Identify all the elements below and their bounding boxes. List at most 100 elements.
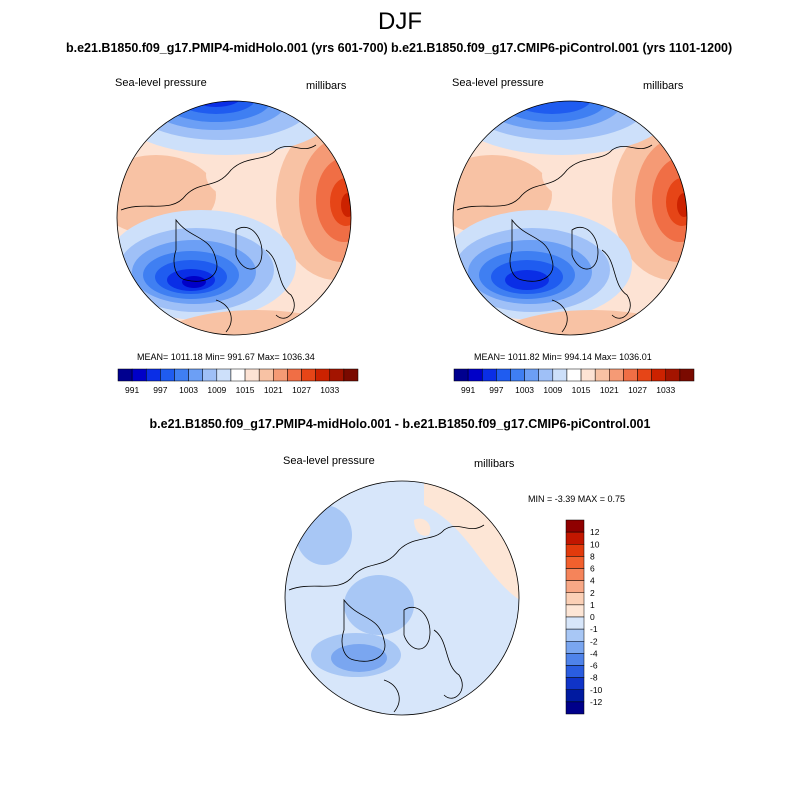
left-colorbar-box — [202, 368, 218, 382]
diff-colorbar-label: 6 — [590, 564, 595, 574]
diff-colorbar-label: 4 — [590, 576, 595, 586]
diff-colorbar-label: 1 — [590, 600, 595, 610]
difference-title: b.e21.B1850.f09_g17.PMIP4-midHolo.001 - … — [149, 417, 651, 431]
left-colorbar-box — [216, 368, 232, 382]
left-colorbar-box — [174, 368, 189, 382]
left-colorbar-box — [329, 368, 345, 382]
right-colorbar-box — [524, 368, 539, 382]
diff-colorbar-box — [565, 689, 585, 703]
left-colorbar-box — [273, 368, 288, 382]
diff-colorbar-box — [565, 628, 585, 642]
right-colorbar-label: 1003 — [515, 385, 534, 395]
diff-colorbar-label: -10 — [590, 685, 603, 695]
diff-colorbar-label: -8 — [590, 673, 598, 683]
right-colorbar-box — [538, 368, 554, 382]
left-slp-map — [116, 100, 352, 336]
left-colorbar-box — [301, 368, 316, 382]
right-colorbar-label: 1015 — [572, 385, 591, 395]
diff-colorbar-label: -2 — [590, 636, 598, 646]
diff-colorbar-label: -4 — [590, 648, 598, 658]
left-colorbar-box — [131, 368, 147, 382]
diff-colorbar-box — [565, 592, 585, 606]
diff-colorbar-box — [565, 556, 585, 569]
diff-colorbar-label: 0 — [590, 612, 595, 622]
left-colorbar-box — [188, 368, 203, 382]
right-colorbar-box — [651, 368, 667, 382]
right-colorbar-box — [566, 368, 582, 382]
left-colorbar-box — [117, 368, 133, 382]
right-colorbar-box — [467, 368, 483, 382]
right-colorbar-label: 997 — [489, 385, 503, 395]
left-colorbar-label: 1015 — [236, 385, 255, 395]
diff-colorbar-box — [565, 641, 585, 654]
right-colorbar-label: 1033 — [656, 385, 675, 395]
right-colorbar-box — [552, 368, 568, 382]
left-colorbar-box — [160, 368, 175, 382]
diff-colorbar-label: 12 — [590, 527, 600, 537]
left-colorbar-label: 1021 — [264, 385, 283, 395]
right-panel-title: b.e21.B1850.f09_g17.CMIP6-piControl.001 … — [391, 41, 733, 55]
right-colorbar-box — [580, 368, 596, 382]
right-colorbar-box — [510, 368, 525, 382]
diff-colorbar-label: 2 — [590, 588, 595, 598]
diff-colorbar-box — [565, 665, 585, 678]
left-colorbar-box — [145, 368, 161, 382]
season-title: DJF — [378, 8, 422, 35]
diff-colorbar-box — [565, 544, 585, 557]
diff-colorbar-box — [565, 604, 585, 618]
diff-colorbar-label: 8 — [590, 551, 595, 561]
left-colorbar-box — [315, 368, 331, 382]
left-colorbar-label: 1009 — [207, 385, 226, 395]
left-colorbar-box — [287, 368, 302, 382]
left-units-label: millibars — [306, 80, 347, 92]
left-colorbar-box — [343, 368, 359, 382]
right-colorbar-box — [679, 368, 695, 382]
left-colorbar-label: 997 — [153, 385, 167, 395]
left-stats: MEAN= 1011.18 Min= 991.67 Max= 1036.34 — [137, 352, 315, 362]
diff-colorbar-box — [565, 677, 585, 690]
right-units-label: millibars — [643, 80, 684, 92]
left-colorbar-box — [244, 368, 260, 382]
right-slp-map — [452, 100, 688, 336]
right-colorbar-label: 1009 — [543, 385, 562, 395]
diff-units-label: millibars — [474, 458, 515, 470]
diff-colorbar-label: -6 — [590, 661, 598, 671]
diff-colorbar-label: 10 — [590, 539, 600, 549]
left-colorbar-label: 1027 — [292, 385, 311, 395]
right-colorbar-label: 1027 — [628, 385, 647, 395]
left-colorbar-box — [258, 368, 274, 382]
left-panel-title: b.e21.B1850.f09_g17.PMIP4-midHolo.001 (y… — [66, 41, 388, 55]
right-colorbar-box — [453, 368, 469, 382]
right-colorbar-box — [481, 368, 497, 382]
right-colorbar: 991 997 1003 1009 1015 1021 1027 1033 — [453, 368, 695, 395]
right-colorbar-box — [623, 368, 638, 382]
diff-colorbar-box — [565, 701, 585, 715]
diff-colorbar-label: -12 — [590, 697, 603, 707]
difference-map — [284, 480, 520, 716]
right-colorbar-box — [665, 368, 681, 382]
right-variable-label: Sea-level pressure — [452, 77, 544, 89]
diff-colorbar-box — [565, 616, 585, 630]
left-colorbar: 991 997 1003 1009 1015 1021 1027 1033 — [117, 368, 359, 395]
diff-colorbar-box — [565, 519, 585, 533]
diff-colorbar-box — [565, 568, 585, 581]
left-colorbar-label: 991 — [125, 385, 139, 395]
diff-colorbar-box — [565, 580, 585, 593]
right-stats: MEAN= 1011.82 Min= 994.14 Max= 1036.01 — [474, 352, 652, 362]
left-colorbar-label: 1033 — [320, 385, 339, 395]
right-colorbar-label: 1021 — [600, 385, 619, 395]
left-colorbar-box — [230, 368, 246, 382]
diff-colorbar-box — [565, 531, 585, 545]
right-colorbar-box — [594, 368, 610, 382]
right-colorbar-box — [496, 368, 511, 382]
diff-variable-label: Sea-level pressure — [283, 455, 375, 467]
diff-colorbar-label: -1 — [590, 624, 598, 634]
left-colorbar-label: 1003 — [179, 385, 198, 395]
left-variable-label: Sea-level pressure — [115, 77, 207, 89]
right-colorbar-label: 991 — [461, 385, 475, 395]
diff-colorbar-box — [565, 653, 585, 666]
right-colorbar-box — [609, 368, 624, 382]
diff-minmax: MIN = -3.39 MAX = 0.75 — [528, 494, 626, 504]
right-colorbar-box — [637, 368, 652, 382]
